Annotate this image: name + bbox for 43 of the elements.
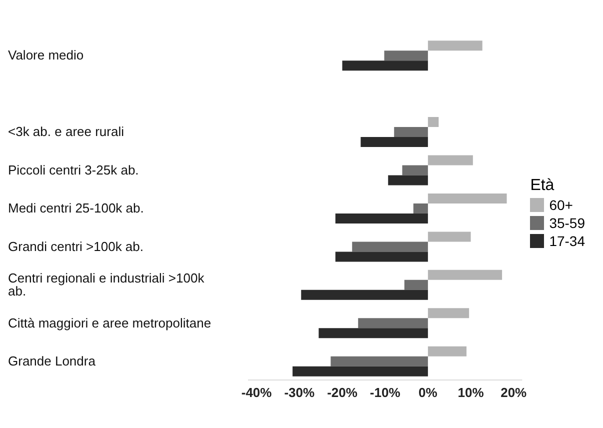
x-tick-label: -40% xyxy=(241,385,272,400)
y-tick-label: Centri regionali e industriali >100k ab. xyxy=(8,270,205,299)
bar xyxy=(360,137,428,148)
bar xyxy=(335,213,428,224)
bar xyxy=(388,175,428,186)
y-tick-label: Piccoli centri 3-25k ab. xyxy=(8,162,139,178)
bar xyxy=(428,346,466,356)
bar xyxy=(301,290,428,300)
x-tick-label: -20% xyxy=(327,385,358,400)
y-tick-label: Città maggiori e aree metropolitane xyxy=(8,315,212,330)
x-tick-label: 10% xyxy=(458,385,484,400)
legend-label: 17-34 xyxy=(549,233,585,249)
y-tick-label: <3k ab. e aree rurali xyxy=(8,124,124,140)
bar xyxy=(428,270,502,280)
bar xyxy=(318,328,428,338)
y-tick-label: Grandi centri >100k ab. xyxy=(8,238,144,254)
x-tick-label: 20% xyxy=(500,385,528,400)
y-tick-label: Medi centri 25-100k ab. xyxy=(8,200,144,216)
bar xyxy=(402,165,428,176)
legend-label: 60+ xyxy=(549,197,573,213)
bar xyxy=(292,366,428,376)
legend-label: 35-59 xyxy=(549,215,585,231)
bar xyxy=(428,232,471,242)
bar xyxy=(404,280,428,290)
bar xyxy=(428,117,439,128)
bar xyxy=(394,127,428,138)
bar xyxy=(428,155,473,166)
bar xyxy=(413,203,428,214)
bar xyxy=(358,318,428,328)
y-tick-label: Grande Londra xyxy=(8,354,96,369)
legend-title: Età xyxy=(530,177,556,195)
bar xyxy=(342,60,428,71)
bar xyxy=(330,356,428,366)
bar xyxy=(428,40,482,51)
x-tick-label: -10% xyxy=(370,385,401,400)
bar xyxy=(428,308,470,318)
x-tick-label: -30% xyxy=(284,385,316,400)
bar xyxy=(428,193,507,204)
y-tick-label: Valore medio xyxy=(8,48,84,63)
x-tick-label: 0% xyxy=(418,385,438,400)
bar xyxy=(384,50,428,61)
bar xyxy=(335,252,428,262)
bar xyxy=(352,242,428,252)
